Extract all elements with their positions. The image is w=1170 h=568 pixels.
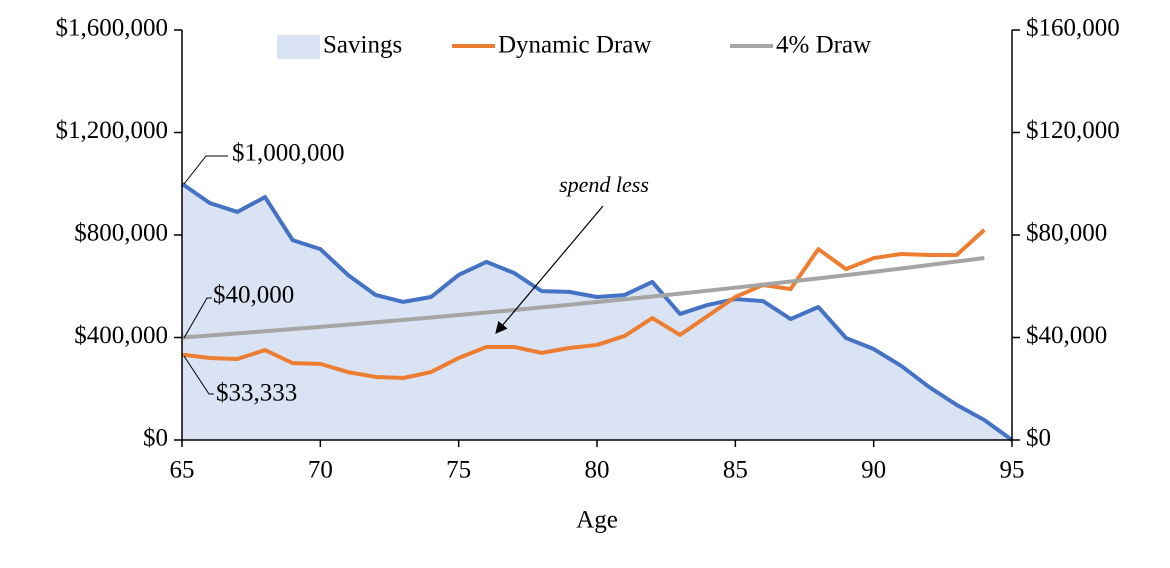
y2-tick-label: $80,000	[1026, 220, 1107, 247]
annotations: $1,000,000 $40,000 $33,333 spend less	[183, 140, 649, 407]
x-tick-label: 90	[861, 457, 886, 484]
x-tick-label: 70	[308, 457, 333, 484]
line	[181, 228, 986, 380]
line	[180, 182, 1014, 442]
annotation: $33,333	[216, 380, 297, 407]
legend-label: 4% Draw	[776, 32, 871, 59]
legend: Savings Dynamic Draw 4% Draw	[277, 32, 871, 59]
plot-area	[180, 182, 1014, 442]
x-tick-label: 85	[723, 457, 748, 484]
x-tick-label: 80	[585, 457, 610, 484]
leader-line	[183, 155, 228, 185]
y2-tick-label: $120,000	[1026, 117, 1120, 144]
y-tick-label: $1,200,000	[56, 117, 169, 144]
y2-tick-label: $160,000	[1026, 15, 1120, 42]
leader-line	[183, 297, 212, 339]
x-tick-label: 75	[446, 457, 471, 484]
x-axis-label: Age	[576, 507, 618, 534]
area	[182, 183, 1012, 440]
arrow	[495, 205, 604, 334]
line	[181, 255, 985, 340]
annotation: spend less	[559, 172, 649, 197]
legend-label: Dynamic Draw	[498, 32, 651, 59]
y-tick-label: $800,000	[74, 220, 168, 247]
x-tick-label: 95	[1000, 457, 1025, 484]
y-tick-label: $1,600,000	[56, 15, 169, 42]
y2-tick-label: $0	[1026, 425, 1051, 452]
y2-tick-label: $40,000	[1026, 322, 1107, 349]
annotation: $1,000,000	[232, 140, 345, 167]
y-tick-label: $0	[143, 425, 168, 452]
annotation: $40,000	[213, 282, 294, 309]
x-tick-label: 65	[170, 457, 195, 484]
legend-label: Savings	[323, 32, 402, 59]
leader-line	[183, 355, 214, 395]
y-tick-label: $400,000	[74, 322, 168, 349]
legend-swatch	[277, 35, 320, 59]
